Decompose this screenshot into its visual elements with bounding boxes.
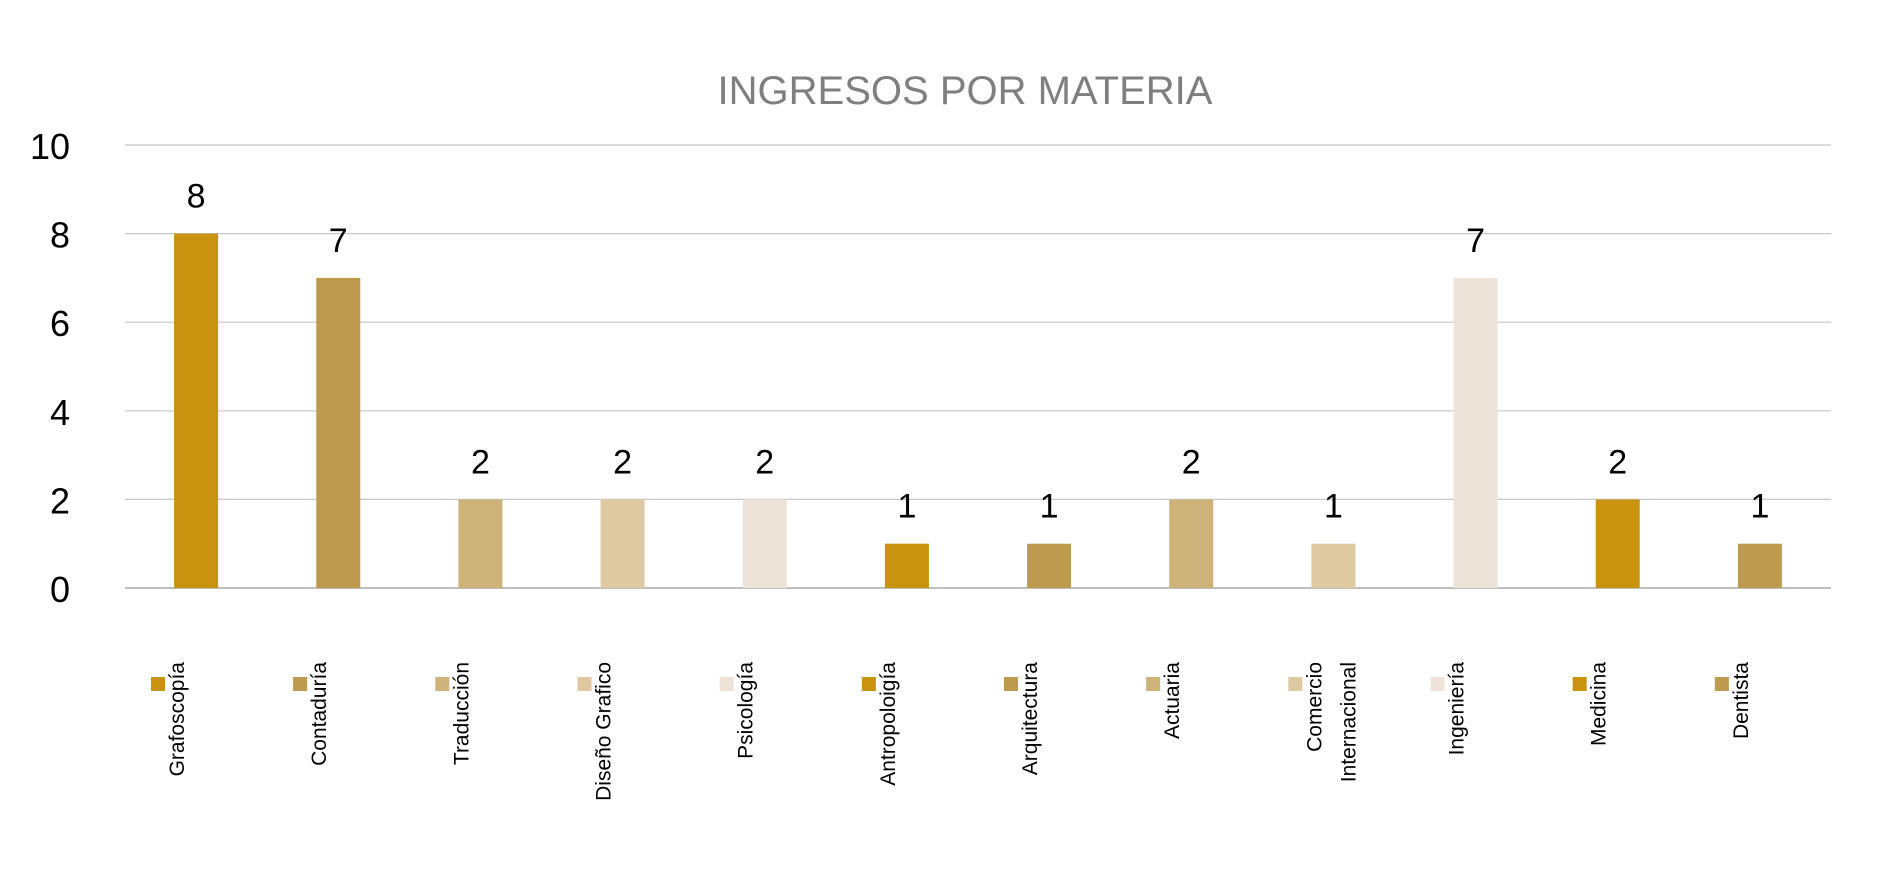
y-tick-label: 2 — [50, 480, 70, 521]
bar — [1311, 543, 1356, 588]
y-tick-label: 6 — [50, 303, 70, 344]
legend-marker — [719, 677, 734, 691]
legend-label: Comercio — [1303, 662, 1326, 752]
data-label: 7 — [329, 222, 348, 260]
legend-label: Dentista — [1730, 662, 1753, 739]
legend-label: Grafoscopía — [166, 662, 189, 777]
legend-label: Antropoloigía — [877, 662, 900, 786]
legend-label: Contaduría — [308, 662, 331, 766]
y-tick-label: 0 — [50, 569, 70, 610]
bar — [316, 277, 361, 588]
bar — [1595, 499, 1640, 588]
legend-marker — [1146, 677, 1161, 691]
bar — [1453, 277, 1498, 588]
data-label: 7 — [1466, 222, 1485, 260]
data-label: 1 — [1324, 488, 1343, 526]
legend-label: Psicología — [735, 662, 758, 759]
data-label: 2 — [1608, 443, 1627, 481]
legend-label: Medicina — [1588, 662, 1611, 746]
legend-marker — [577, 677, 592, 691]
data-label: 8 — [187, 178, 206, 216]
legend-marker — [861, 677, 876, 691]
data-label: 2 — [1182, 443, 1201, 481]
legend-label: Internacional — [1337, 662, 1360, 782]
legend-marker — [435, 677, 450, 691]
y-tick-label: 4 — [50, 392, 70, 433]
legend-label: Actuaria — [1161, 662, 1184, 739]
legend-marker — [1288, 677, 1303, 691]
data-label: 2 — [613, 443, 632, 481]
data-label: 1 — [1750, 488, 1769, 526]
bar — [1169, 499, 1214, 588]
bar — [600, 499, 645, 588]
legend-label: Ingeniería — [1446, 662, 1469, 756]
data-label: 1 — [1040, 488, 1059, 526]
bar — [1027, 543, 1072, 588]
y-tick-label: 10 — [30, 126, 70, 167]
legend-marker — [1004, 677, 1018, 691]
data-label: 2 — [755, 443, 774, 481]
legend-marker — [1714, 677, 1729, 691]
legend-marker — [151, 677, 165, 691]
bar — [458, 499, 503, 588]
legend-marker — [1572, 677, 1587, 691]
data-label: 2 — [471, 443, 490, 481]
bar — [1737, 543, 1782, 588]
legend-marker — [293, 677, 308, 691]
legend-label: Diseño Grafico — [593, 662, 616, 801]
legend-label: Traducción — [450, 662, 473, 765]
bar — [174, 233, 219, 588]
legend-label: Arquitectura — [1019, 662, 1042, 776]
legend-marker — [1430, 677, 1445, 691]
chart-title: INGRESOS POR MATERIA — [718, 69, 1213, 113]
data-label: 1 — [897, 488, 916, 526]
bar — [884, 543, 929, 588]
bar — [742, 499, 787, 588]
y-tick-label: 8 — [50, 215, 70, 256]
